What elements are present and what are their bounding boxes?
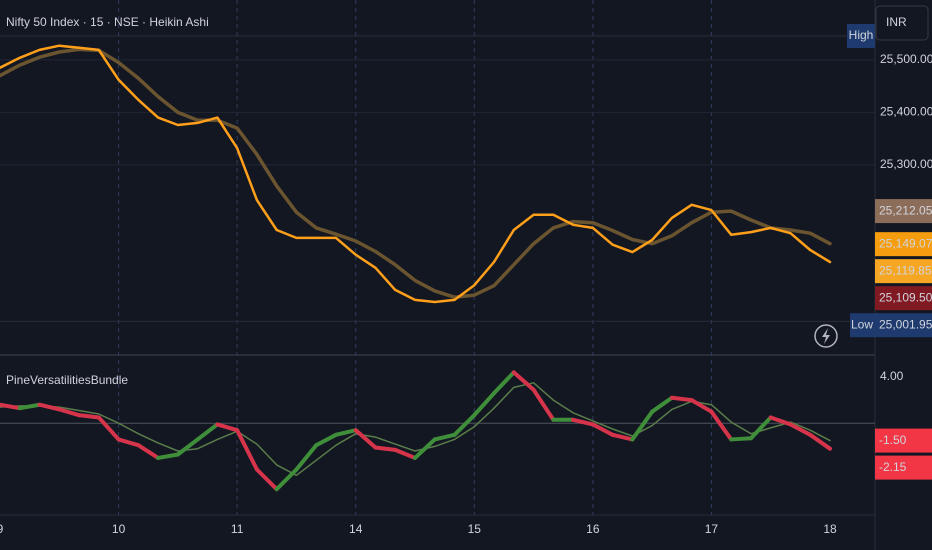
y-tick-label: 25,500.00 <box>880 52 932 66</box>
price-label-box <box>875 286 932 311</box>
oscillator-segment <box>17 402 42 411</box>
price-label: 25,212.05 <box>879 203 932 217</box>
price-label-box <box>875 259 932 284</box>
oscillator-segment <box>333 428 358 437</box>
price-label: -1.50 <box>879 433 907 447</box>
x-tick-label: 11 <box>231 522 244 536</box>
price-label-box <box>875 455 932 480</box>
oscillator-segment <box>452 413 477 437</box>
price-label: 25,119.85 <box>879 263 932 277</box>
oscillator-segment <box>77 413 101 420</box>
oscillator-segment <box>393 447 417 460</box>
oscillator-segment <box>669 395 694 403</box>
oscillator-segment <box>610 432 635 442</box>
oscillator-segment <box>136 443 161 460</box>
oscillator-segment <box>274 467 299 492</box>
series-line <box>0 44 832 304</box>
currency-box[interactable] <box>875 5 929 41</box>
oscillator-segment <box>37 402 62 412</box>
oscillator-segment <box>788 422 813 437</box>
oscillator-segment <box>156 452 180 460</box>
x-tick-label: 18 <box>823 522 837 536</box>
tag-box <box>850 313 875 338</box>
price-label: -2.15 <box>879 460 907 474</box>
oscillator-segment <box>808 432 832 451</box>
oscillator-segment <box>650 395 674 414</box>
oscillator-segment <box>748 415 773 441</box>
oscillator-segment <box>57 407 82 418</box>
oscillator-segment <box>729 436 753 442</box>
oscillator-segment <box>314 432 338 448</box>
indicator-title: PineVersatilitiesBundle <box>6 373 128 387</box>
price-label-box <box>875 232 932 257</box>
x-tick-label: 14 <box>349 522 363 536</box>
x-tick-label: 9 <box>0 522 4 536</box>
x-tick-label: 10 <box>112 522 126 536</box>
series-line <box>0 382 831 477</box>
x-tick-label: 17 <box>705 522 719 536</box>
oscillator-segment <box>511 370 536 392</box>
oscillator-segment <box>571 417 595 427</box>
tag-label: Low <box>851 317 873 331</box>
alert-circle <box>814 324 838 348</box>
oscillator-segment <box>413 437 437 460</box>
oscillator-segment <box>709 409 734 442</box>
oscillator-segment <box>0 402 22 411</box>
oscillator-segment <box>373 445 398 452</box>
y-tick-label: 25,400.00 <box>880 105 932 119</box>
x-tick-label: 16 <box>586 522 600 536</box>
oscillator-segment <box>472 391 497 418</box>
oscillator-segment <box>116 437 141 448</box>
price-label-box <box>875 313 932 338</box>
oscillator-segment <box>492 370 516 396</box>
oscillator-segment <box>294 443 319 472</box>
oscillator-segment <box>630 409 655 442</box>
oscillator-segment <box>768 415 793 427</box>
price-label: 25,149.07 <box>879 236 932 250</box>
y-tick-label: 4.00 <box>880 369 904 383</box>
oscillator-segment <box>689 398 714 414</box>
series-line <box>0 47 832 299</box>
alert-bolt <box>822 328 830 344</box>
oscillator-segment <box>215 422 240 433</box>
price-label: 25,001.95 <box>879 317 932 331</box>
oscillator-segment <box>254 467 279 492</box>
chart-title: Nifty 50 Index · 15 · NSE · Heikin Ashi <box>6 15 209 29</box>
oscillator-segment <box>531 387 556 422</box>
x-tick-label: 15 <box>468 522 482 536</box>
oscillator-segment <box>175 437 200 457</box>
alert-icon[interactable] <box>814 324 838 348</box>
price-label: 25,109.50 <box>879 290 932 304</box>
y-tick-label: 25,300.00 <box>880 157 932 171</box>
price-label-box <box>875 199 932 224</box>
price-label-box <box>875 428 932 453</box>
oscillator-segment <box>235 428 259 472</box>
oscillator-segment <box>195 422 220 442</box>
oscillator-segment <box>432 432 457 442</box>
currency: INR <box>886 15 907 29</box>
oscillator-segment <box>353 428 378 450</box>
tag-label: High <box>849 28 874 42</box>
oscillator-segment <box>590 422 615 437</box>
oscillator-segment <box>96 415 121 442</box>
tag-box <box>847 24 875 48</box>
